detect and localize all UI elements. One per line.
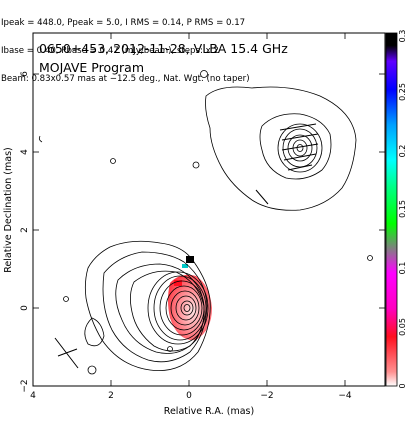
dashed-contour [38,135,43,143]
polarization-pixel [186,256,194,263]
map-title: 0650+453, 2012-11-28, VLBA 15.4 GHz [39,41,288,56]
x-tick-label: 0 [186,391,192,401]
polarization-pixel [174,280,182,286]
plot-frame [32,32,386,387]
map-subtitle: MOJAVE Program [39,60,144,75]
y-tick-label: 4 [20,149,30,155]
polarization-pixel [182,264,188,268]
y-tick-label: 2 [20,227,30,233]
x-tick-label: 2 [108,391,114,401]
colorbar-tick-label: 0.25 [398,83,407,101]
x-tick-label: 4 [30,391,36,401]
colorbar-tick-label: 0.15 [398,200,407,218]
colorbar-tick-label: 0.2 [398,145,407,158]
colorbar [386,33,397,386]
colorbar-tick-label: 0.1 [398,262,407,275]
polarization-vectors [279,123,319,171]
colorbar-tick-label: 0.3 [398,30,407,43]
colorbar-frame [385,32,398,387]
colorbar-tick-labels: 0 0.05 0.1 0.15 0.2 0.25 0.3 [398,30,407,389]
colorbar-tick-label: 0 [398,383,407,388]
x-tick-label: −2 [260,391,273,401]
x-tick-labels: 4 2 0 −2 −4 [30,391,352,401]
colorbar-tick-label: 0.05 [398,318,407,336]
y-axis-title: Relative Declination (mas) [3,147,14,273]
axis-ticks [33,33,385,387]
header-line-3: Beam: 0.83x0.57 mas at −12.5 deg., Nat. … [1,74,250,85]
y-tick-label: 0 [20,305,30,311]
beam-cross [54,337,79,369]
x-axis-title: Relative R.A. (mas) [164,406,254,417]
jet-contours [205,86,357,211]
y-tick-label: −2 [20,379,30,392]
y-tick-label: 6 [20,71,30,77]
core-contours [63,70,373,375]
header-line-2: Ibase = 0.40, Pbase = 0.47 (mJy/beam), s… [1,46,219,57]
x-tick-label: −4 [338,391,352,401]
map-header: Ipeak = 448.0, Ppeak = 5.0, I RMS = 0.14… [1,0,406,94]
y-tick-labels: −2 0 2 4 6 [20,71,30,393]
header-line-1: Ipeak = 448.0, Ppeak = 5.0, I RMS = 0.14… [1,17,246,28]
